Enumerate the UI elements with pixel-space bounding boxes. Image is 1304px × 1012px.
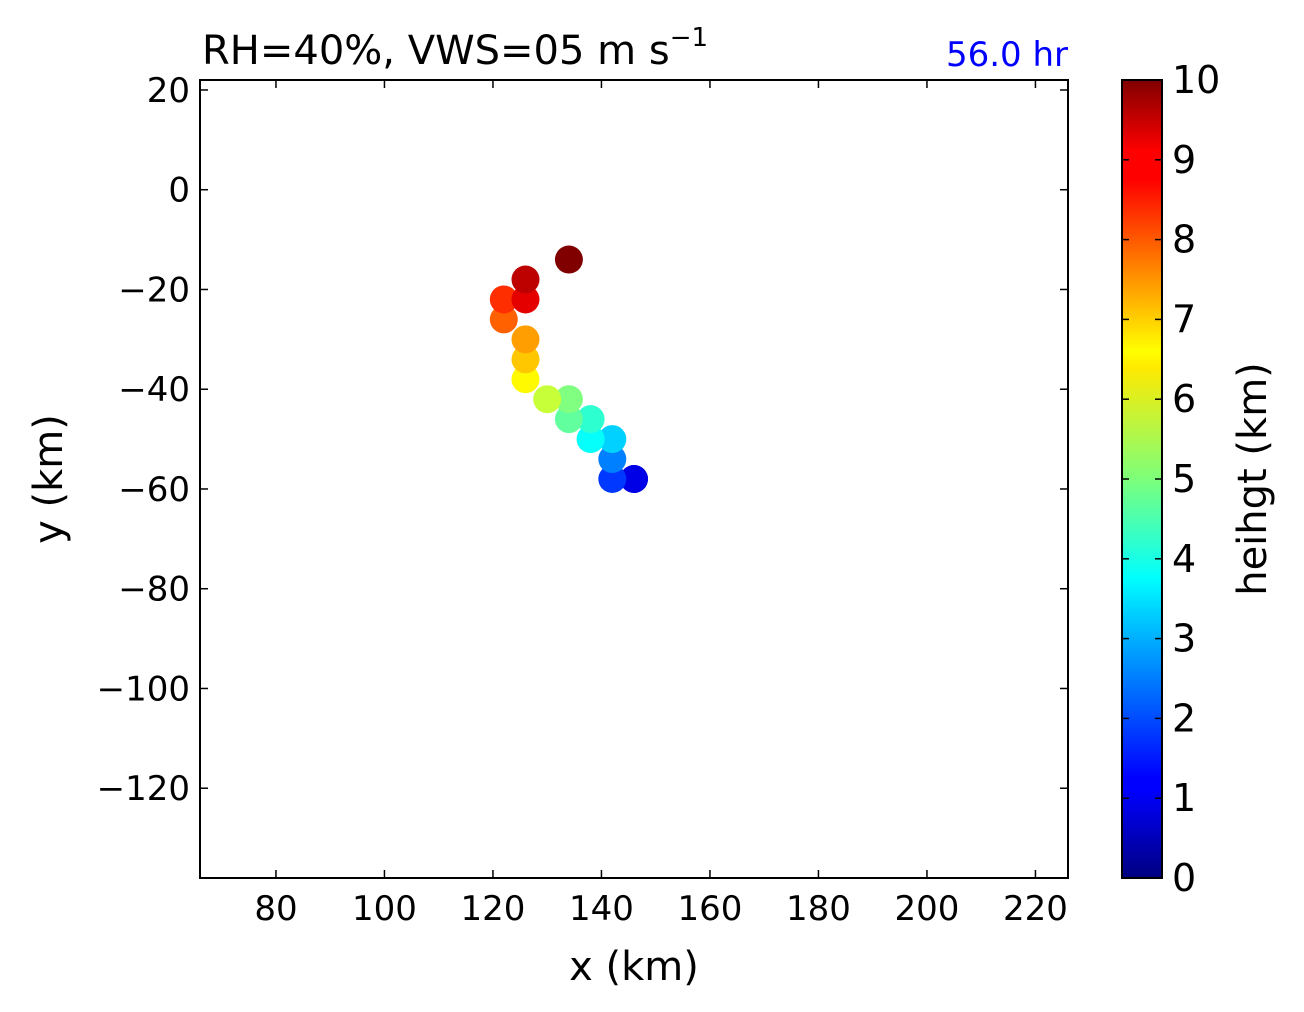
colorbar-tick-label: 0 bbox=[1172, 856, 1196, 900]
y-tick-label: −120 bbox=[97, 769, 190, 809]
x-tick-label: 220 bbox=[1003, 889, 1068, 929]
colorbar-title: heihgt (km) bbox=[1230, 362, 1276, 596]
x-tick-label: 80 bbox=[254, 889, 297, 929]
colorbar-tick-label: 2 bbox=[1172, 696, 1196, 740]
x-tick-label: 120 bbox=[460, 889, 525, 929]
time-annotation: 56.0 hr bbox=[946, 35, 1068, 75]
data-point bbox=[533, 385, 562, 414]
colorbar-tick-label: 9 bbox=[1172, 138, 1196, 182]
data-point bbox=[576, 425, 605, 454]
y-tick-label: −20 bbox=[118, 270, 190, 310]
x-tick-label: 180 bbox=[786, 889, 851, 929]
y-tick-label: −100 bbox=[97, 669, 190, 709]
colorbar-tick-label: 10 bbox=[1172, 58, 1220, 102]
data-points bbox=[489, 245, 648, 493]
data-point bbox=[576, 405, 605, 434]
data-point bbox=[489, 285, 518, 314]
data-point bbox=[598, 445, 627, 474]
x-axis-title: x (km) bbox=[569, 944, 699, 990]
colorbar-tick-label: 5 bbox=[1172, 457, 1196, 501]
colorbar-tick-label: 8 bbox=[1172, 218, 1196, 262]
axis-ticks: 80 100 120 140 160 180 200 220200−20−40−60−80−1… bbox=[97, 71, 1068, 929]
data-point bbox=[511, 325, 540, 354]
data-point bbox=[620, 465, 648, 493]
colorbar-tick-label: 7 bbox=[1172, 297, 1196, 341]
data-point bbox=[489, 305, 518, 334]
colorbar-tick-label: 6 bbox=[1172, 377, 1196, 421]
colorbar-tick-label: 3 bbox=[1172, 617, 1196, 661]
x-tick-label: 100 bbox=[352, 889, 417, 929]
data-point bbox=[511, 265, 540, 294]
data-point bbox=[598, 465, 627, 493]
data-point bbox=[598, 425, 627, 454]
data-point bbox=[511, 285, 540, 314]
data-point bbox=[554, 405, 583, 434]
colorbar-tick-label: 1 bbox=[1172, 776, 1196, 820]
x-tick-label: 160 bbox=[677, 889, 742, 929]
y-tick-label: −40 bbox=[118, 370, 190, 410]
y-tick-label: −60 bbox=[118, 470, 190, 510]
x-tick-label: 140 bbox=[569, 889, 634, 929]
data-point bbox=[511, 365, 540, 394]
chart-title: RH=40%, VWS=05 m s−1 bbox=[202, 23, 708, 74]
colorbar-ticks: 0 1 2 3 4 5 6 7 8 9 10 bbox=[1122, 58, 1220, 900]
data-point bbox=[511, 345, 540, 374]
plot-frame bbox=[199, 79, 1069, 879]
y-tick-label: 0 bbox=[168, 171, 190, 211]
colorbar-tick-label: 4 bbox=[1172, 537, 1196, 581]
y-tick-label: −80 bbox=[118, 570, 190, 610]
data-point bbox=[554, 385, 583, 414]
chart-title-superscript: −1 bbox=[670, 23, 708, 53]
y-tick-label: 20 bbox=[147, 71, 190, 111]
x-tick-label: 200 bbox=[894, 889, 959, 929]
data-point bbox=[554, 245, 583, 274]
y-axis-title: y (km) bbox=[26, 414, 72, 544]
